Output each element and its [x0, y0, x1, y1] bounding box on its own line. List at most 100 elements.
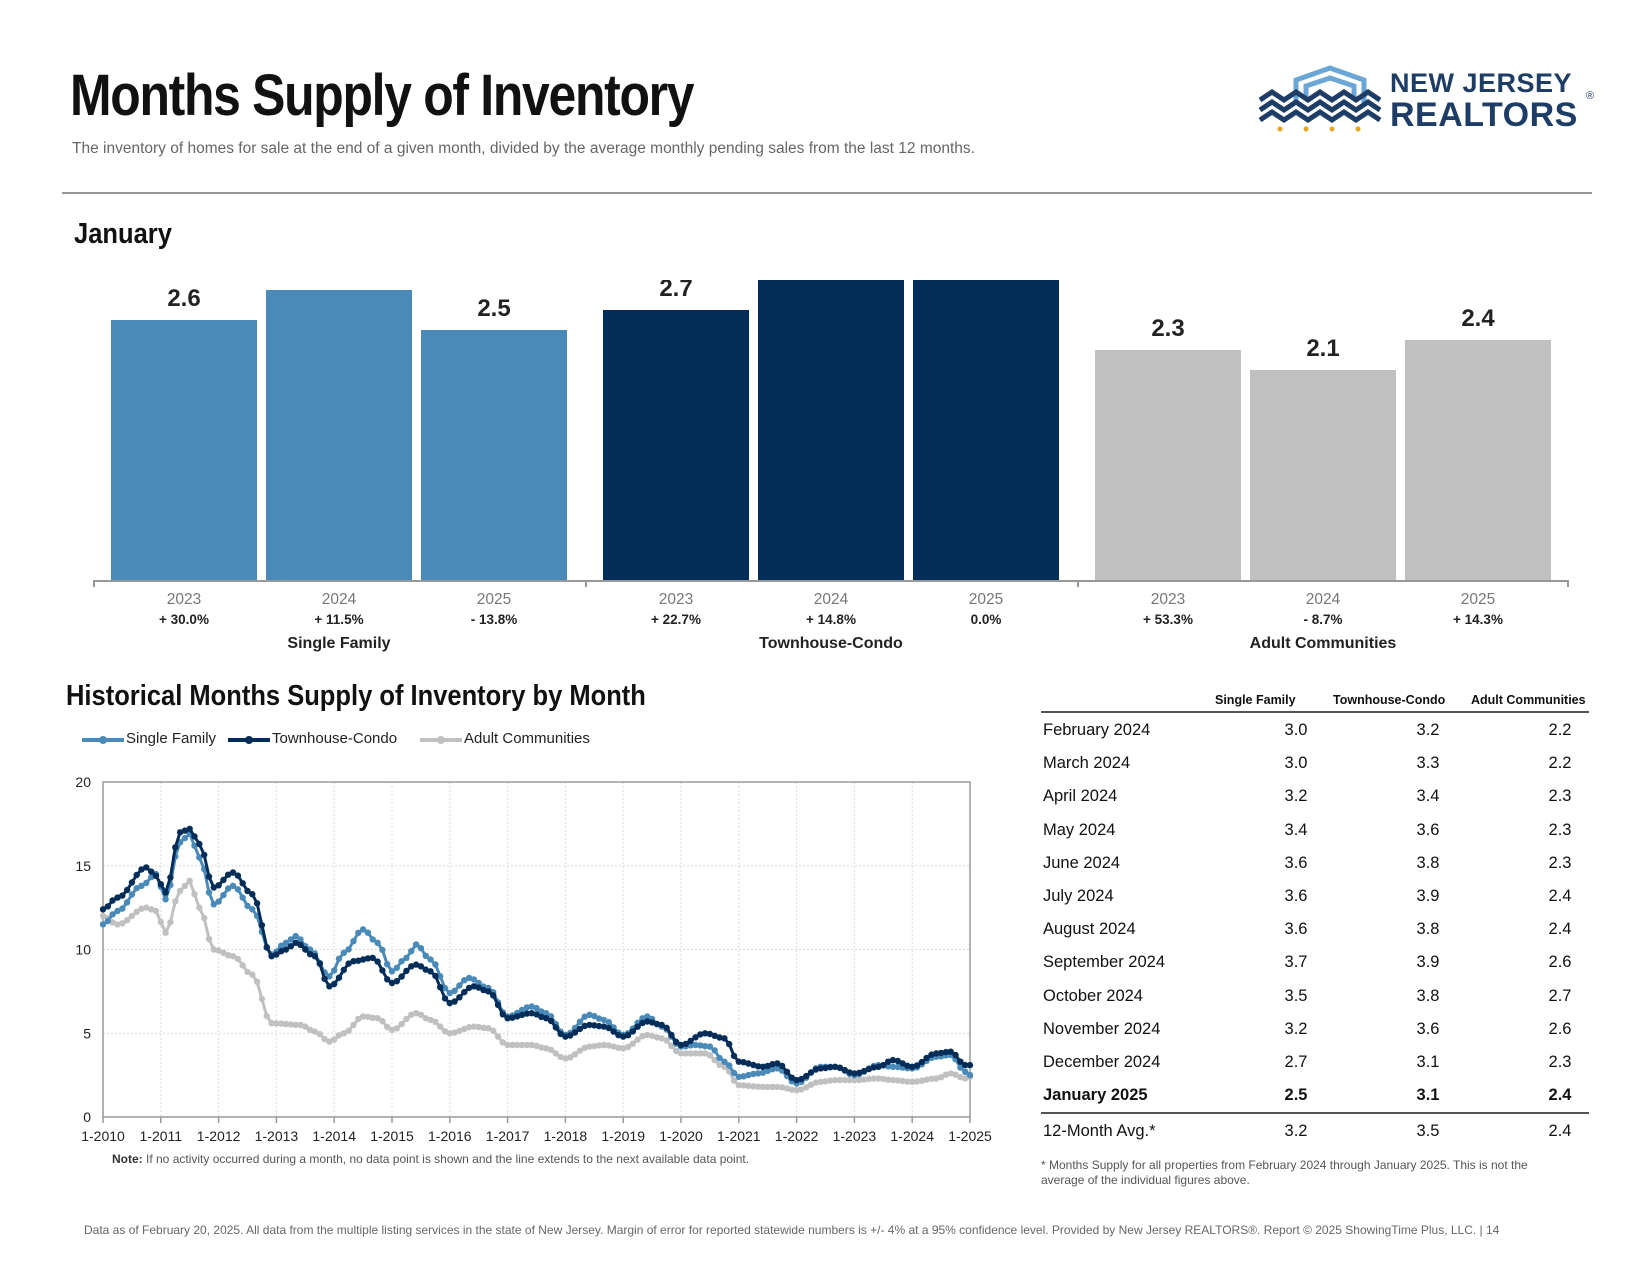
data-point	[634, 1023, 641, 1030]
bar-group-label: Adult Communities	[1250, 635, 1397, 652]
data-point	[533, 1011, 540, 1018]
january-bar-chart: 2.6 2023 + 30.0% 2.9 2024 + 11.5% 2.5 2025 - 13.…	[93, 280, 1569, 652]
data-point	[962, 1061, 969, 1069]
data-point	[485, 1025, 492, 1032]
data-point	[648, 1032, 656, 1039]
data-point	[475, 1023, 482, 1031]
data-point	[461, 1025, 468, 1033]
data-point	[562, 1055, 569, 1062]
data-point	[538, 1044, 545, 1051]
data-point	[205, 889, 213, 896]
data-point	[282, 946, 290, 953]
data-point	[355, 1015, 362, 1023]
data-point	[542, 1015, 550, 1022]
data-point	[104, 903, 112, 910]
x-tick-label: 1-2023	[833, 1128, 877, 1144]
data-point	[287, 943, 295, 950]
data-point	[788, 1074, 795, 1081]
cell-adult-communities: 2.4	[1548, 1086, 1572, 1105]
data-point	[759, 1069, 767, 1076]
data-point	[427, 956, 434, 963]
cell-townhouse-condo: 3.1	[1416, 1086, 1440, 1105]
table-row: October 2024 3.5 3.8 2.7	[1041, 979, 1589, 1012]
data-point	[306, 1026, 314, 1034]
data-point	[278, 1020, 285, 1027]
data-point	[807, 1081, 815, 1088]
cell-single-family: 3.0	[1284, 754, 1308, 773]
data-point	[682, 1050, 689, 1057]
data-point	[176, 887, 184, 895]
data-point	[350, 1021, 357, 1029]
y-tick-label: 20	[75, 774, 91, 790]
cell-adult-communities: 2.3	[1548, 853, 1572, 872]
data-point	[143, 904, 150, 911]
data-point	[706, 1043, 714, 1050]
data-point	[509, 1014, 516, 1021]
data-point	[836, 1076, 844, 1084]
data-point	[803, 1084, 810, 1091]
data-point	[384, 1023, 391, 1031]
data-point	[345, 1027, 352, 1034]
data-point	[306, 951, 314, 958]
row-label: 12-Month Avg.*	[1043, 1122, 1156, 1141]
data-point	[359, 1013, 367, 1020]
data-point	[880, 1075, 887, 1083]
data-point	[514, 1013, 521, 1020]
data-point	[148, 906, 155, 913]
data-point	[827, 1064, 834, 1071]
x-tick-label: 1-2024	[890, 1128, 934, 1144]
data-point	[244, 902, 251, 910]
row-label: November 2024	[1043, 1019, 1161, 1038]
data-point	[234, 872, 242, 879]
data-point	[282, 939, 290, 946]
data-point	[388, 979, 396, 987]
table-row: August 2024 3.6 3.8 2.4	[1041, 912, 1589, 945]
data-point	[889, 1076, 897, 1084]
data-point	[923, 1076, 930, 1083]
data-point	[552, 1050, 559, 1057]
data-point	[123, 886, 131, 894]
data-point	[249, 891, 256, 898]
data-point	[244, 887, 251, 895]
data-point	[114, 907, 121, 915]
data-point	[441, 984, 449, 992]
data-point	[446, 989, 453, 997]
table-header-adult-communities: Adult Communities	[1471, 693, 1586, 707]
table-row: January 2025 2.5 3.1 2.4	[1041, 1078, 1589, 1111]
table-header-townhouse-condo: Townhouse-Condo	[1333, 693, 1446, 707]
data-point	[697, 1050, 704, 1057]
brand-logo: NEW JERSEY REALTORS ®	[1258, 62, 1598, 134]
data-point	[128, 912, 136, 920]
data-point	[109, 919, 116, 926]
table-row: September 2024 3.7 3.9 2.6	[1041, 945, 1589, 978]
table-header-rule	[1041, 711, 1589, 713]
data-point	[470, 1023, 478, 1030]
data-point	[220, 949, 227, 956]
data-point	[210, 946, 217, 953]
data-point	[273, 951, 280, 958]
data-point	[716, 1054, 723, 1062]
bar-year-label: 2024	[322, 591, 357, 608]
logo-text-line1: NEW JERSEY	[1390, 68, 1573, 98]
data-point	[586, 1011, 593, 1018]
data-point	[432, 972, 439, 980]
data-point	[282, 1020, 290, 1028]
data-point	[624, 1032, 632, 1039]
data-point	[432, 1018, 439, 1025]
data-point	[595, 1022, 603, 1030]
data-point	[966, 1071, 974, 1079]
data-point	[114, 894, 121, 901]
data-point	[620, 1033, 627, 1040]
cell-single-family: 3.6	[1284, 920, 1308, 939]
data-point	[528, 1041, 535, 1049]
data-point	[687, 1042, 694, 1049]
data-point	[148, 873, 155, 881]
data-point	[229, 953, 237, 960]
data-point	[740, 1073, 747, 1080]
data-point	[364, 1013, 372, 1021]
row-label: May 2024	[1043, 820, 1116, 839]
data-point	[99, 921, 107, 928]
data-point	[379, 1017, 386, 1025]
data-point	[865, 1065, 873, 1073]
data-point	[918, 1058, 925, 1066]
